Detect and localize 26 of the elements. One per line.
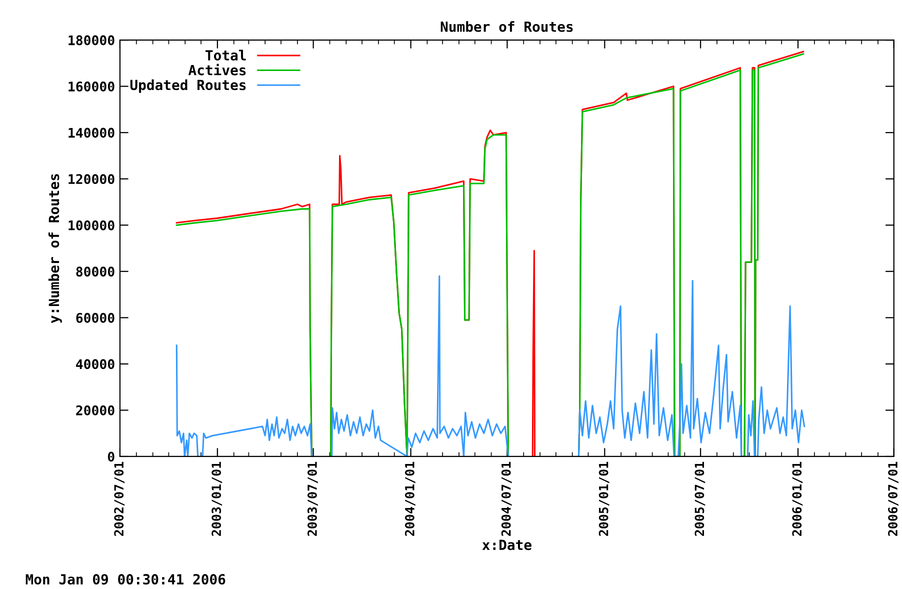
y-tick-label: 0 — [108, 452, 114, 462]
y-tick-label: 140000 — [68, 128, 114, 138]
chart-title: Number of Routes — [440, 21, 573, 32]
legend-label: Actives — [188, 64, 246, 76]
y-tick-label: 20000 — [76, 405, 114, 416]
text: Mon Jan 09 00:30:41 2006 — [26, 574, 226, 585]
x-tick-label: 2003/01/01 — [212, 462, 222, 536]
legend-label: Updated Routes — [130, 79, 246, 93]
y-tick-label: 180000 — [68, 35, 114, 46]
x-tick-label: 2004/01/01 — [404, 462, 416, 536]
x-tick-label: 2003/07/01 — [307, 462, 318, 536]
x-tick-label: 2005/07/01 — [694, 462, 706, 536]
legend-label: Total — [206, 50, 246, 61]
y-tick-label: 120000 — [68, 174, 114, 184]
y-tick-label: 80000 — [76, 266, 114, 277]
x-tick-label: 2004/07/01 — [501, 462, 512, 536]
x-axis-title: x:Date — [482, 540, 532, 550]
x-tick-label: 2006/07/01 — [888, 462, 898, 536]
x-tick-label: 2006/01/01 — [792, 462, 803, 536]
y-tick-label: 100000 — [68, 220, 114, 230]
y-axis-title: y:Number of Routes — [48, 174, 62, 324]
x-tick-label: 2002/07/01 — [114, 462, 125, 536]
y-tick-label: 60000 — [76, 312, 114, 323]
x-tick-label: 2005/01/01 — [598, 462, 610, 536]
y-tick-label: 40000 — [76, 359, 114, 370]
y-tick-label: 160000 — [68, 82, 114, 92]
